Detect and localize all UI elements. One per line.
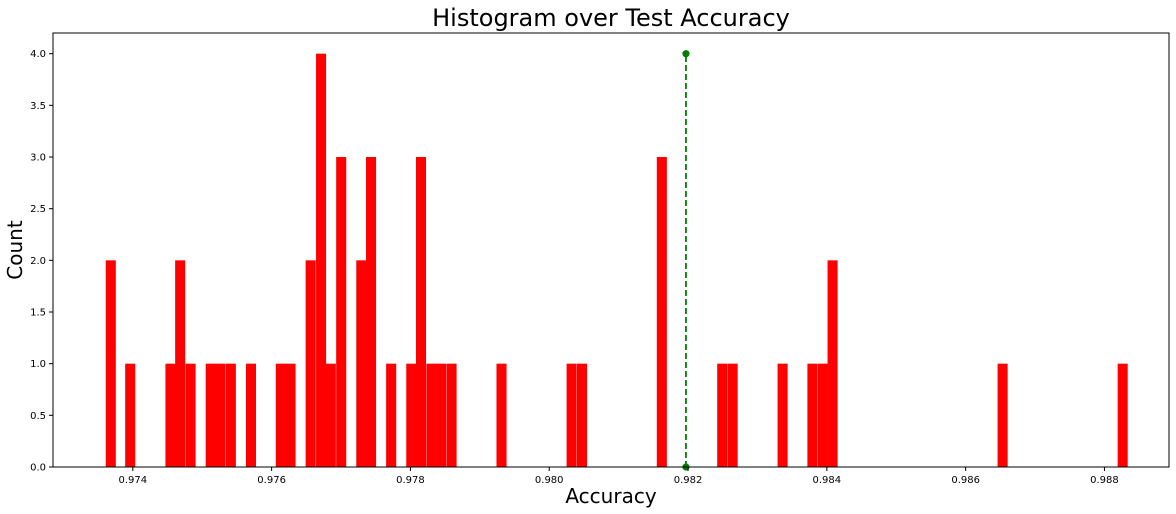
x-tick-label: 0.978 [396,475,425,486]
chart-title: Histogram over Test Accuracy [432,4,790,32]
histogram-bar [185,363,196,467]
x-tick-label: 0.982 [674,475,703,486]
histogram-bar [325,363,336,467]
y-tick-label: 2.5 [30,204,46,215]
histogram-bar [105,260,116,467]
histogram-bar [817,363,828,467]
histogram-bar [165,363,176,467]
histogram-bar [436,363,447,467]
x-tick-label: 0.974 [118,475,147,486]
histogram-bar [175,260,186,467]
histogram-bar [386,363,397,467]
x-axis-label: Accuracy [565,484,656,508]
histogram-bar [566,363,577,467]
histogram-bar [215,363,226,467]
histogram-bar [656,157,667,467]
histogram-bar [415,157,427,467]
x-tick-label: 0.976 [257,475,286,486]
y-tick-label: 3.5 [30,101,46,112]
histogram-bar [717,363,728,467]
x-tick-label: 0.986 [951,475,980,486]
y-tick-label: 1.0 [30,359,46,370]
histogram-bar [576,363,588,467]
histogram-bars [105,53,1128,468]
plot-frame [52,32,1170,468]
histogram-bar [997,363,1008,467]
y-tick-label: 4.0 [30,49,46,60]
histogram-bar [125,363,136,467]
y-tick-label: 3.0 [30,153,46,164]
y-tick-label: 2.0 [30,256,46,267]
histogram-bar [807,363,818,467]
histogram-bar [336,157,347,467]
x-tick-label: 0.980 [535,475,564,486]
histogram-bar [727,363,738,467]
histogram-bar [777,363,788,467]
x-tick-label: 0.988 [1090,475,1119,486]
histogram-bar [446,363,457,467]
y-tick-label: 0.5 [30,411,46,422]
reference-marker-top [682,50,690,58]
histogram-bar [245,363,257,467]
histogram-bar [316,53,327,468]
histogram-bar [205,363,216,467]
histogram-bar [426,363,437,467]
histogram-bar [275,363,286,467]
histogram-bar [496,363,507,467]
y-tick-label: 1.5 [30,308,46,319]
histogram-bar [305,260,316,467]
histogram-bar [285,363,296,467]
x-tick-label: 0.984 [813,475,842,486]
reference-line-group [682,50,690,471]
histogram-bar [406,363,417,467]
histogram-bar [827,260,838,467]
histogram-bar [356,260,367,467]
histogram-bar [1117,363,1128,467]
histogram-bar [366,157,377,467]
histogram-bar [225,363,236,467]
y-axis-ticks: 0.0 0.5 1.0 1.5 2.0 2.5 3.0 3.5 4.0 [30,49,53,474]
y-tick-label: 0.0 [30,463,46,474]
y-axis-label: Count [3,220,27,280]
x-axis-ticks: 0.974 0.976 0.978 0.980 0.982 0.984 0.986 0.988 [118,467,1119,486]
